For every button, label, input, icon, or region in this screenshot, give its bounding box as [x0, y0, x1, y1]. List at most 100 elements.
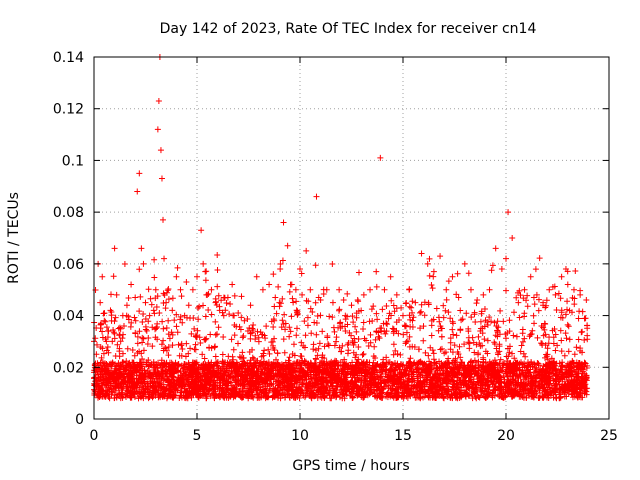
data-point	[115, 325, 122, 332]
data-point	[177, 286, 184, 293]
data-point	[400, 312, 406, 319]
data-point	[583, 297, 590, 304]
data-point	[348, 302, 355, 309]
data-point	[272, 294, 279, 301]
data-point	[253, 273, 260, 280]
y-tick-label: 0.08	[53, 205, 84, 221]
data-point	[284, 242, 291, 249]
data-point	[280, 219, 287, 226]
data-point	[128, 281, 135, 288]
data-point	[342, 312, 349, 319]
data-point	[198, 227, 205, 234]
data-point	[527, 273, 534, 280]
data-point	[136, 170, 143, 177]
data-point	[292, 286, 299, 293]
data-point	[317, 297, 324, 304]
data-point	[111, 245, 118, 252]
x-tick-label: 20	[497, 428, 515, 444]
data-point	[185, 302, 192, 309]
data-point	[430, 268, 437, 275]
y-tick-label: 0.04	[53, 309, 84, 325]
data-point	[509, 235, 516, 241]
data-point	[247, 302, 254, 309]
data-point	[123, 302, 130, 309]
x-axis-label: GPS time / hours	[292, 458, 409, 474]
data-point	[329, 299, 336, 306]
data-point	[142, 299, 149, 306]
data-point	[241, 317, 248, 324]
data-point	[200, 260, 207, 267]
data-point	[202, 268, 209, 275]
data-point	[103, 338, 110, 345]
data-point	[552, 291, 559, 298]
data-point	[498, 266, 505, 273]
data-point	[418, 250, 425, 257]
data-point	[194, 273, 200, 280]
data-point	[140, 260, 147, 267]
y-tick-label: 0.12	[53, 102, 84, 118]
data-point	[158, 175, 165, 182]
data-point	[107, 307, 114, 314]
data-point	[455, 294, 462, 301]
data-point	[146, 312, 153, 319]
data-point	[181, 312, 188, 319]
data-point	[119, 312, 126, 319]
data-point	[138, 245, 145, 252]
data-point	[163, 299, 170, 306]
data-point	[132, 294, 139, 301]
data-point	[424, 260, 431, 267]
data-point	[157, 147, 164, 154]
data-point	[231, 312, 238, 319]
points-layer	[91, 54, 591, 402]
data-point	[467, 286, 474, 293]
data-point	[505, 209, 512, 216]
data-point	[377, 154, 384, 161]
data-point	[406, 286, 413, 293]
data-point	[360, 291, 367, 298]
data-point	[299, 291, 306, 298]
data-point	[165, 317, 172, 324]
axes-layer	[93, 56, 610, 420]
data-point	[189, 286, 196, 293]
data-point	[443, 286, 450, 293]
data-point	[208, 286, 215, 293]
data-point	[303, 247, 310, 254]
data-point	[313, 193, 320, 200]
ticks-layer: 0 5 10 15 20 25 0 0.02 0.04 0.06 0.08 0.1 0.12 0.14	[53, 50, 618, 444]
y-axis-label: ROTI / TECUs	[6, 192, 22, 284]
data-point	[160, 216, 167, 223]
data-point	[266, 281, 273, 288]
data-point	[393, 291, 400, 298]
data-point	[558, 273, 565, 280]
data-point	[412, 299, 419, 306]
data-point	[564, 281, 571, 288]
y-tick-label: 0	[75, 412, 84, 428]
data-point	[150, 307, 157, 314]
data-point	[220, 312, 227, 319]
data-point	[204, 291, 211, 298]
y-tick-label: 0.14	[53, 50, 84, 66]
data-point	[216, 307, 223, 314]
data-point	[521, 286, 528, 293]
y-tick-label: 0.1	[62, 153, 84, 169]
data-point	[492, 245, 499, 252]
data-point	[546, 286, 553, 293]
data-point	[134, 188, 141, 195]
data-point	[97, 299, 104, 306]
data-point	[367, 286, 374, 293]
data-point	[99, 273, 106, 280]
data-point	[486, 286, 493, 293]
x-tick-label: 10	[291, 428, 309, 444]
data-point	[461, 260, 468, 267]
data-point	[437, 253, 444, 260]
data-point	[307, 286, 314, 293]
data-point	[169, 307, 176, 314]
data-point	[503, 255, 509, 262]
data-point	[577, 291, 584, 298]
data-point	[212, 299, 219, 306]
noise-marker-path	[91, 251, 591, 402]
data-point	[173, 273, 180, 280]
data-point	[373, 268, 380, 275]
x-tick-label: 15	[394, 428, 412, 444]
